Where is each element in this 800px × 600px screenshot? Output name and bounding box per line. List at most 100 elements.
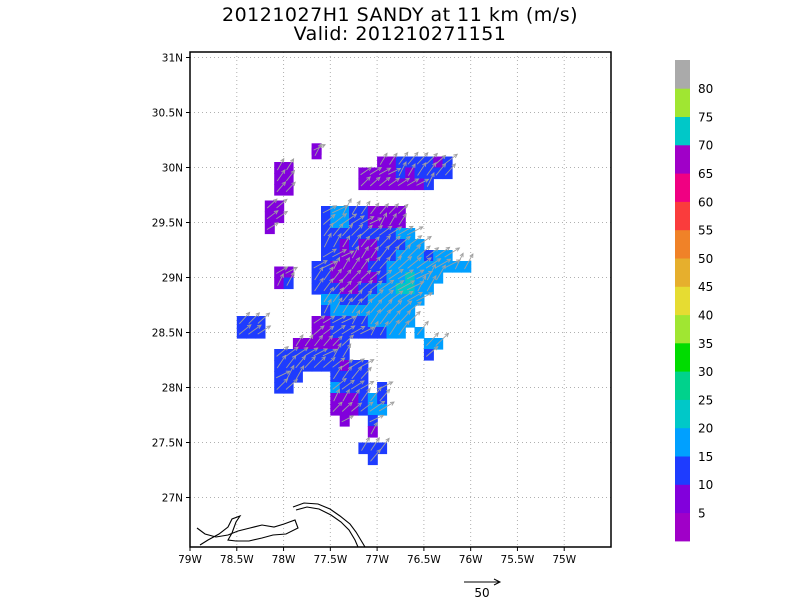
- wind-vector-shaft: [314, 143, 322, 157]
- wind-vector-head: [337, 232, 342, 238]
- wind-vector: [369, 176, 381, 187]
- wind-vector: [416, 245, 431, 258]
- wind-vector-shaft: [341, 379, 355, 390]
- wind-vector: [276, 181, 287, 193]
- wind-vector: [426, 263, 436, 281]
- wind-vector: [416, 320, 429, 336]
- wind-vector: [360, 235, 371, 248]
- wind-vector-head: [352, 213, 358, 218]
- wind-vector-head: [366, 200, 371, 206]
- wind-vector-shaft: [351, 234, 362, 248]
- wind-vector-head: [256, 324, 262, 329]
- wind-vector-head: [357, 402, 363, 407]
- y-tick-label: 30.5N: [152, 108, 183, 120]
- wind-vector: [323, 334, 334, 347]
- wind-vector: [388, 177, 401, 187]
- wind-vector-shaft: [351, 310, 360, 325]
- wind-vector: [407, 151, 419, 165]
- wind-vector: [286, 169, 296, 182]
- wind-vector-shaft: [360, 359, 374, 368]
- wind-vector-shaft: [397, 177, 410, 186]
- wind-vector-head: [358, 223, 364, 229]
- wind-vector: [323, 232, 332, 248]
- wind-vector: [350, 380, 365, 390]
- wind-vector: [361, 200, 371, 215]
- wind-vector-head: [319, 266, 324, 272]
- wind-vector-head: [330, 213, 336, 219]
- wind-vector-head: [444, 332, 450, 338]
- wind-vector-head: [422, 274, 427, 280]
- wind-vector-head: [329, 222, 334, 228]
- wind-vector: [425, 247, 440, 258]
- wind-vector-shaft: [360, 258, 370, 270]
- wind-cell: [367, 228, 378, 240]
- wind-vector: [416, 178, 430, 186]
- wind-vector-shaft: [314, 278, 324, 292]
- wind-vector: [342, 235, 351, 248]
- wind-vector: [341, 401, 353, 412]
- wind-vector-shaft: [444, 247, 460, 258]
- colorbar-label: 5: [698, 507, 706, 521]
- wind-vector-head: [365, 310, 370, 316]
- x-tick-label: 77W: [365, 554, 389, 566]
- wind-vector-shaft: [407, 257, 422, 269]
- wind-vector: [351, 223, 364, 236]
- wind-vector-head: [289, 158, 295, 163]
- wind-vector: [322, 315, 336, 324]
- wind-vector-shaft: [333, 366, 343, 380]
- wind-vector-head: [365, 436, 370, 442]
- wind-vector-head: [345, 256, 350, 262]
- wind-vector: [351, 402, 363, 412]
- wind-vector: [276, 346, 289, 357]
- wind-vector: [257, 325, 272, 335]
- wind-vector: [285, 266, 299, 274]
- wind-vector-shaft: [266, 198, 278, 209]
- wind-vector-shaft: [398, 161, 407, 176]
- wind-cell: [321, 305, 331, 317]
- wind-vector-shaft: [417, 162, 427, 176]
- wind-vector-shaft: [369, 176, 381, 187]
- wind-vector-head: [358, 297, 363, 303]
- wind-vector-shaft: [360, 176, 371, 187]
- wind-vector-shaft: [397, 280, 415, 291]
- wind-cell: [423, 250, 434, 262]
- wind-vector-head: [419, 269, 425, 274]
- wind-vector-head: [404, 151, 409, 157]
- colorbar-swatch: [675, 399, 690, 429]
- wind-vector-shaft: [332, 213, 347, 225]
- wind-vector-shaft: [360, 298, 373, 314]
- wind-vector: [322, 248, 337, 258]
- wind-vector-head: [368, 401, 374, 406]
- wind-vector-shaft: [370, 422, 378, 435]
- wind-vector: [294, 347, 309, 357]
- wind-vector-head: [376, 256, 381, 262]
- wind-cell: [386, 327, 397, 339]
- wind-vector-head: [336, 256, 341, 262]
- wind-vector-shaft: [378, 401, 395, 412]
- wind-vector: [314, 143, 322, 157]
- wind-vector-head: [386, 256, 391, 262]
- wind-vector-shaft: [304, 356, 316, 369]
- wind-vector-shaft: [407, 301, 422, 313]
- wind-vector: [332, 213, 348, 225]
- colorbar-swatch: [675, 512, 690, 542]
- wind-vector: [332, 324, 346, 335]
- wind-vector: [397, 225, 414, 236]
- wind-vector-shaft: [379, 203, 389, 215]
- wind-cell: [302, 338, 313, 350]
- colorbar-swatch: [675, 116, 690, 146]
- wind-vector-head: [385, 388, 391, 394]
- wind-vector-shaft: [322, 248, 337, 258]
- wind-vector-head: [360, 358, 366, 363]
- wind-vector-shaft: [351, 224, 363, 236]
- wind-vector-shaft: [444, 259, 461, 269]
- wind-vector-head: [377, 298, 383, 304]
- wind-vector-shaft: [341, 415, 354, 423]
- wind-vector: [351, 233, 362, 248]
- wind-vector-head: [367, 166, 373, 171]
- chart-title: 20121027H1 SANDY at 11 km (m/s): [221, 4, 578, 26]
- wind-vector: [379, 244, 390, 259]
- wind-cell: [283, 184, 294, 196]
- wind-vector: [322, 348, 338, 357]
- wind-vectors: [238, 143, 474, 462]
